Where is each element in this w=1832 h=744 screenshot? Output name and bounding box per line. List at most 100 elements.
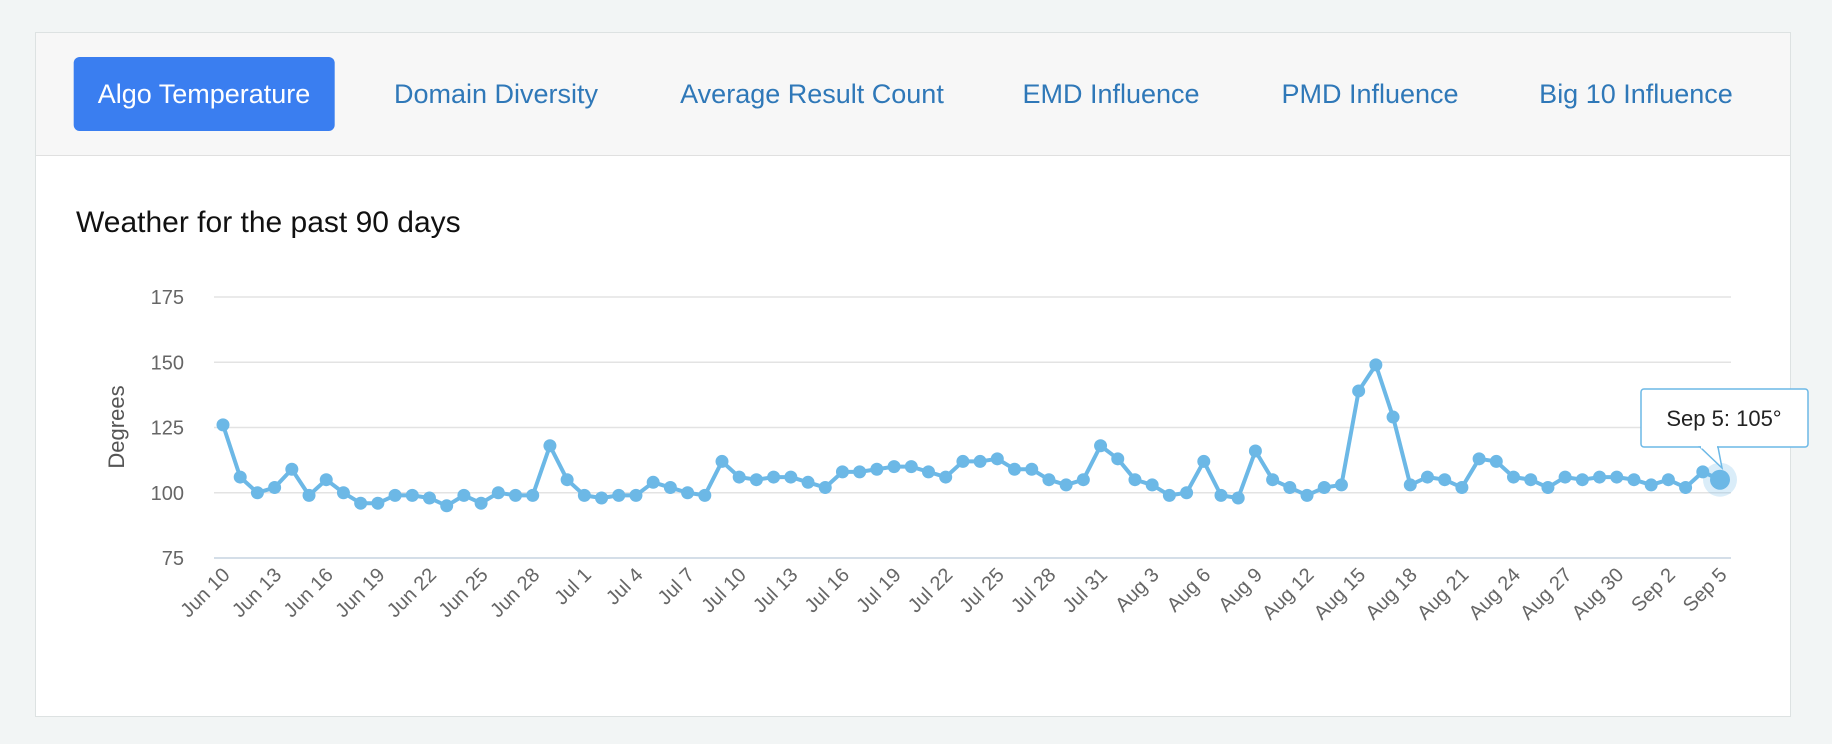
x-tick-label: Jul 25	[956, 564, 1009, 617]
tab[interactable]: PMD Influence	[1281, 79, 1459, 109]
point	[1644, 478, 1658, 492]
point	[1710, 469, 1730, 490]
point	[1162, 488, 1176, 502]
point	[1489, 454, 1503, 468]
point	[388, 488, 402, 502]
point	[698, 488, 712, 502]
x-tick-label: Jul 28	[1007, 564, 1060, 617]
point	[629, 488, 643, 502]
point	[1472, 452, 1486, 466]
x-tick-label: Sep 2	[1627, 564, 1680, 617]
point	[1438, 473, 1452, 487]
tab[interactable]: Big 10 Influence	[1539, 79, 1733, 109]
tooltip: Sep 5: 105°	[1640, 388, 1809, 471]
point	[835, 465, 849, 479]
point	[354, 496, 368, 510]
point	[801, 475, 815, 489]
point	[1180, 486, 1194, 500]
point	[732, 470, 746, 484]
point	[422, 491, 436, 505]
panel: Algo Temperature Domain Diversity Averag…	[35, 32, 1791, 717]
y-tick-label: 150	[151, 352, 184, 374]
x-tick-label: Jul 1	[550, 564, 595, 609]
point	[543, 439, 557, 453]
point	[268, 481, 282, 495]
x-tick-label: Jun 25	[435, 564, 493, 622]
point	[1248, 444, 1262, 458]
point	[1524, 473, 1538, 487]
point	[1145, 478, 1159, 492]
point	[491, 486, 505, 500]
point	[302, 488, 316, 502]
tab[interactable]: Average Result Count	[680, 79, 944, 109]
y-tick-label: 100	[151, 483, 184, 505]
point	[1008, 462, 1022, 476]
point	[818, 481, 832, 495]
point	[560, 473, 574, 487]
x-tick-label: Jul 16	[801, 564, 854, 617]
y-axis-label: Degrees	[104, 385, 129, 468]
x-tick-label: Jul 10	[697, 564, 750, 617]
x-tick-label: Jun 10	[177, 564, 235, 622]
tab-bar: Algo Temperature Domain Diversity Averag…	[36, 33, 1790, 156]
point	[250, 486, 264, 500]
point	[1317, 481, 1331, 495]
x-tick-label: Jul 22	[904, 564, 957, 617]
point	[1696, 465, 1710, 479]
point	[526, 488, 540, 502]
point	[319, 473, 333, 487]
point	[870, 462, 884, 476]
point	[216, 418, 230, 432]
tab[interactable]: Domain Diversity	[393, 79, 599, 109]
y-tick-label: 175	[151, 287, 184, 309]
tooltip-text: Sep 5: 105°	[1666, 406, 1781, 431]
point	[1627, 473, 1641, 487]
point	[784, 470, 798, 484]
point	[1507, 470, 1521, 484]
point	[1369, 358, 1383, 372]
point	[1025, 462, 1039, 476]
point	[1231, 491, 1245, 505]
point	[1558, 470, 1572, 484]
x-tick-label: Jun 22	[383, 564, 441, 622]
point	[509, 488, 523, 502]
point	[1420, 470, 1434, 484]
tab[interactable]: EMD Influence	[1022, 79, 1200, 109]
point	[973, 454, 987, 468]
point	[1197, 454, 1211, 468]
x-tick-label: Jul 19	[852, 564, 905, 617]
point	[457, 488, 471, 502]
tab[interactable]: Algo Temperature	[73, 57, 335, 131]
point	[1214, 488, 1228, 502]
point	[1455, 481, 1469, 495]
point	[1283, 481, 1297, 495]
point	[767, 470, 781, 484]
point	[233, 470, 247, 484]
point	[371, 496, 385, 510]
x-tick-label: Jul 31	[1059, 564, 1112, 617]
x-tick-label: Aug 27	[1516, 564, 1576, 624]
y-tick-label: 75	[162, 548, 184, 570]
point	[1111, 452, 1125, 466]
x-tick-label: Jun 13	[228, 564, 286, 622]
point	[1334, 478, 1348, 492]
point	[681, 486, 695, 500]
point	[887, 460, 901, 474]
x-tick-label: Aug 21	[1413, 564, 1473, 624]
point	[663, 481, 677, 495]
point	[440, 499, 454, 513]
point	[405, 488, 419, 502]
point	[1128, 473, 1142, 487]
point	[939, 470, 953, 484]
point	[921, 465, 935, 479]
tooltip-arrow	[1698, 446, 1724, 471]
point	[1352, 384, 1366, 398]
x-tick-label: Jul 7	[654, 564, 699, 609]
point	[1593, 470, 1607, 484]
point	[577, 488, 591, 502]
point	[1661, 473, 1675, 487]
point	[1076, 473, 1090, 487]
x-tick-label: Aug 15	[1310, 564, 1370, 624]
point	[990, 452, 1004, 466]
